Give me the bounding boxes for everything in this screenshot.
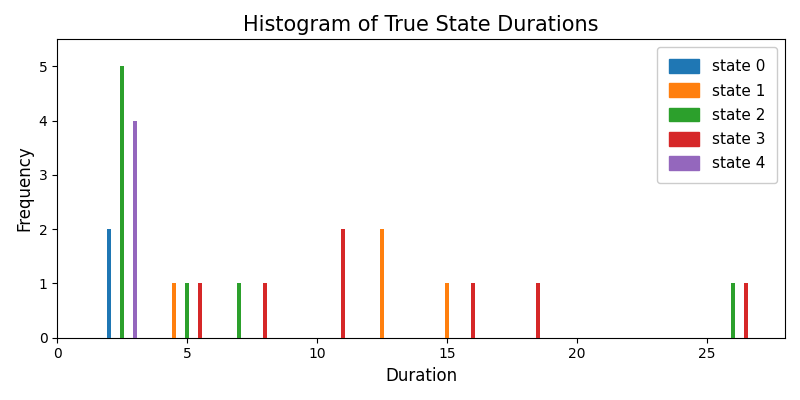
Bar	[198, 284, 202, 338]
Bar	[445, 284, 449, 338]
Bar	[185, 284, 189, 338]
Bar	[120, 66, 124, 338]
Bar	[380, 229, 384, 338]
Bar	[471, 284, 475, 338]
Bar	[263, 284, 267, 338]
Title: Histogram of True State Durations: Histogram of True State Durations	[243, 15, 599, 35]
X-axis label: Duration: Duration	[385, 367, 457, 385]
Bar	[133, 121, 137, 338]
Bar	[237, 284, 241, 338]
Bar	[341, 229, 345, 338]
Legend: state 0, state 1, state 2, state 3, state 4: state 0, state 1, state 2, state 3, stat…	[657, 47, 778, 184]
Bar	[107, 229, 111, 338]
Bar	[731, 284, 735, 338]
Bar	[536, 284, 540, 338]
Bar	[744, 284, 748, 338]
Bar	[172, 284, 176, 338]
Y-axis label: Frequency: Frequency	[15, 146, 33, 232]
